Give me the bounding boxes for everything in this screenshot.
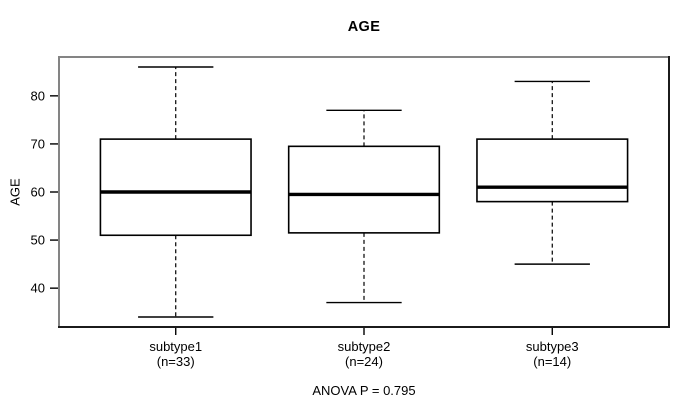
y-tick-label: 50 bbox=[31, 233, 45, 248]
y-tick-label: 70 bbox=[31, 136, 45, 151]
group-sublabel: (n=33) bbox=[157, 354, 195, 369]
iqr-box bbox=[287, 145, 441, 234]
group-sublabel: (n=14) bbox=[533, 354, 571, 369]
y-tick-label: 40 bbox=[31, 281, 45, 296]
plot-frame bbox=[58, 56, 670, 328]
y-tick-label: 80 bbox=[31, 88, 45, 103]
y-axis: 40 50 60 70 80 bbox=[31, 88, 58, 296]
y-tick-label: 60 bbox=[31, 185, 45, 200]
anova-annotation: ANOVA P = 0.795 bbox=[312, 383, 416, 398]
group-sublabel: (n=24) bbox=[345, 354, 383, 369]
box-group-subtype2: subtype2(n=24) bbox=[287, 109, 441, 369]
group-label: subtype3 bbox=[526, 339, 579, 354]
box-group-subtype3: subtype3(n=14) bbox=[476, 80, 629, 369]
iqr-box bbox=[99, 138, 252, 237]
iqr-box bbox=[476, 138, 629, 203]
box-group-subtype1: subtype1(n=33) bbox=[99, 66, 252, 369]
group-label: subtype1 bbox=[149, 339, 202, 354]
group-label: subtype2 bbox=[338, 339, 391, 354]
chart-title: AGE bbox=[347, 19, 381, 35]
